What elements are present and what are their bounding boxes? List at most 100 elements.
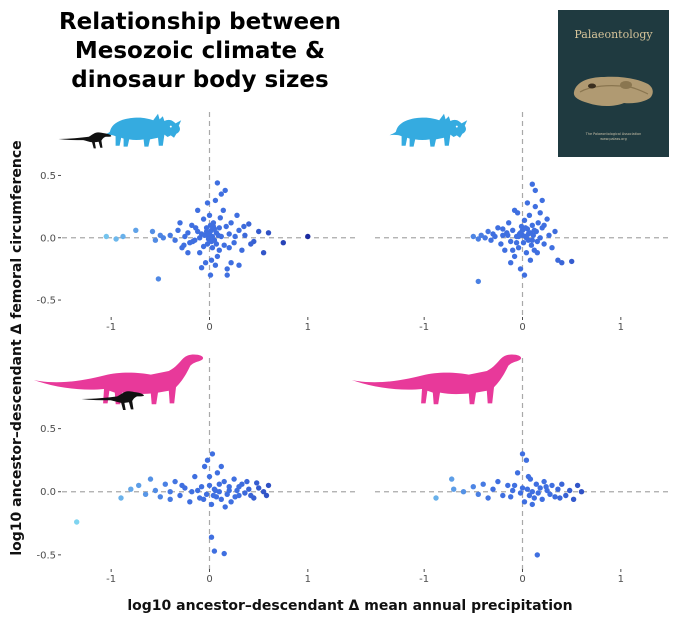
data-point	[221, 242, 227, 248]
data-point	[201, 463, 208, 470]
data-point	[495, 225, 501, 231]
x-tick-label: 1	[618, 574, 624, 585]
data-point	[246, 221, 252, 227]
data-point	[523, 250, 530, 256]
data-point	[557, 495, 563, 501]
data-point	[541, 241, 547, 247]
y-tick-label: 0.0	[40, 487, 56, 498]
data-point	[209, 245, 216, 251]
data-point	[217, 215, 223, 221]
journal-cover: Palaeontology The Palaeontological Assoc…	[558, 10, 669, 157]
data-point	[530, 232, 536, 238]
data-point	[256, 228, 262, 235]
data-point	[525, 473, 532, 480]
data-point	[207, 222, 214, 228]
data-point	[197, 235, 203, 241]
data-point	[136, 482, 142, 489]
data-point	[113, 236, 119, 242]
data-point	[204, 200, 211, 206]
data-point	[574, 482, 581, 489]
data-point	[482, 235, 488, 241]
data-point	[226, 245, 232, 251]
figure-title: Relationship between Mesozoic climate & …	[30, 8, 370, 95]
panels-group: -0.5 0.0 0.5 -1 0 1 -1 0 1 -0.5 0.0 0.5 -1 0 1 -1 0 1	[36, 112, 670, 585]
data-point	[189, 489, 195, 495]
data-point	[74, 519, 80, 525]
data-point	[475, 278, 481, 285]
data-point	[162, 481, 168, 487]
data-point	[181, 242, 187, 248]
data-point	[200, 496, 207, 502]
data-point	[539, 496, 545, 502]
data-point	[475, 236, 481, 242]
y-tick-label: 0.0	[40, 233, 56, 244]
data-point	[222, 187, 228, 194]
data-point	[213, 241, 220, 247]
data-point	[155, 276, 162, 282]
data-point	[515, 233, 522, 240]
data-point	[529, 237, 535, 243]
data-point	[534, 552, 540, 558]
data-point	[244, 478, 250, 485]
data-point	[506, 220, 512, 226]
data-point	[192, 473, 198, 480]
x-tick-label: 1	[305, 322, 311, 333]
data-point	[118, 495, 124, 501]
data-point	[226, 487, 232, 494]
data-point	[529, 181, 535, 187]
data-point	[208, 238, 215, 245]
data-point	[200, 216, 207, 222]
data-point	[510, 487, 516, 494]
data-point	[478, 232, 484, 238]
data-point	[228, 220, 234, 226]
data-point	[193, 225, 199, 231]
data-point	[198, 265, 205, 271]
data-point	[239, 247, 245, 253]
data-point	[529, 222, 535, 228]
data-point	[490, 486, 496, 492]
data-point	[242, 232, 248, 238]
data-point	[519, 485, 526, 491]
data-point	[521, 217, 528, 223]
data-point	[226, 484, 232, 490]
data-point	[498, 241, 504, 247]
data-point	[528, 242, 535, 248]
data-point	[152, 237, 159, 243]
data-point	[157, 494, 163, 500]
data-point	[228, 260, 234, 266]
data-point	[547, 491, 553, 497]
data-point	[485, 495, 491, 501]
data-point	[256, 485, 262, 491]
data-point	[532, 187, 538, 194]
data-point	[203, 225, 210, 231]
data-point	[185, 250, 191, 256]
data-point	[204, 241, 211, 247]
x-tick-label: -1	[106, 322, 116, 333]
data-point	[215, 232, 221, 238]
data-point	[534, 238, 540, 245]
data-point	[214, 180, 221, 186]
data-point	[500, 226, 506, 232]
data-point	[521, 272, 528, 278]
data-point	[260, 489, 267, 495]
data-point	[305, 233, 311, 240]
data-point	[218, 191, 224, 197]
data-point	[208, 534, 215, 540]
data-point	[517, 490, 524, 496]
data-point	[578, 489, 585, 495]
data-point	[175, 227, 181, 233]
data-point	[492, 233, 498, 240]
data-point	[265, 230, 272, 236]
data-point	[524, 486, 531, 492]
data-point	[120, 233, 126, 240]
title-line-3: dinosaur body sizes	[71, 67, 329, 93]
data-point	[212, 197, 219, 204]
data-point	[511, 482, 518, 489]
data-point	[552, 228, 558, 235]
data-point	[525, 231, 532, 237]
data-point	[535, 220, 541, 226]
x-axis-label: log10 ancestor–descendant Δ mean annual …	[127, 598, 573, 614]
x-tick-label: 0	[206, 574, 212, 585]
data-point	[569, 258, 575, 265]
data-point	[179, 482, 185, 489]
